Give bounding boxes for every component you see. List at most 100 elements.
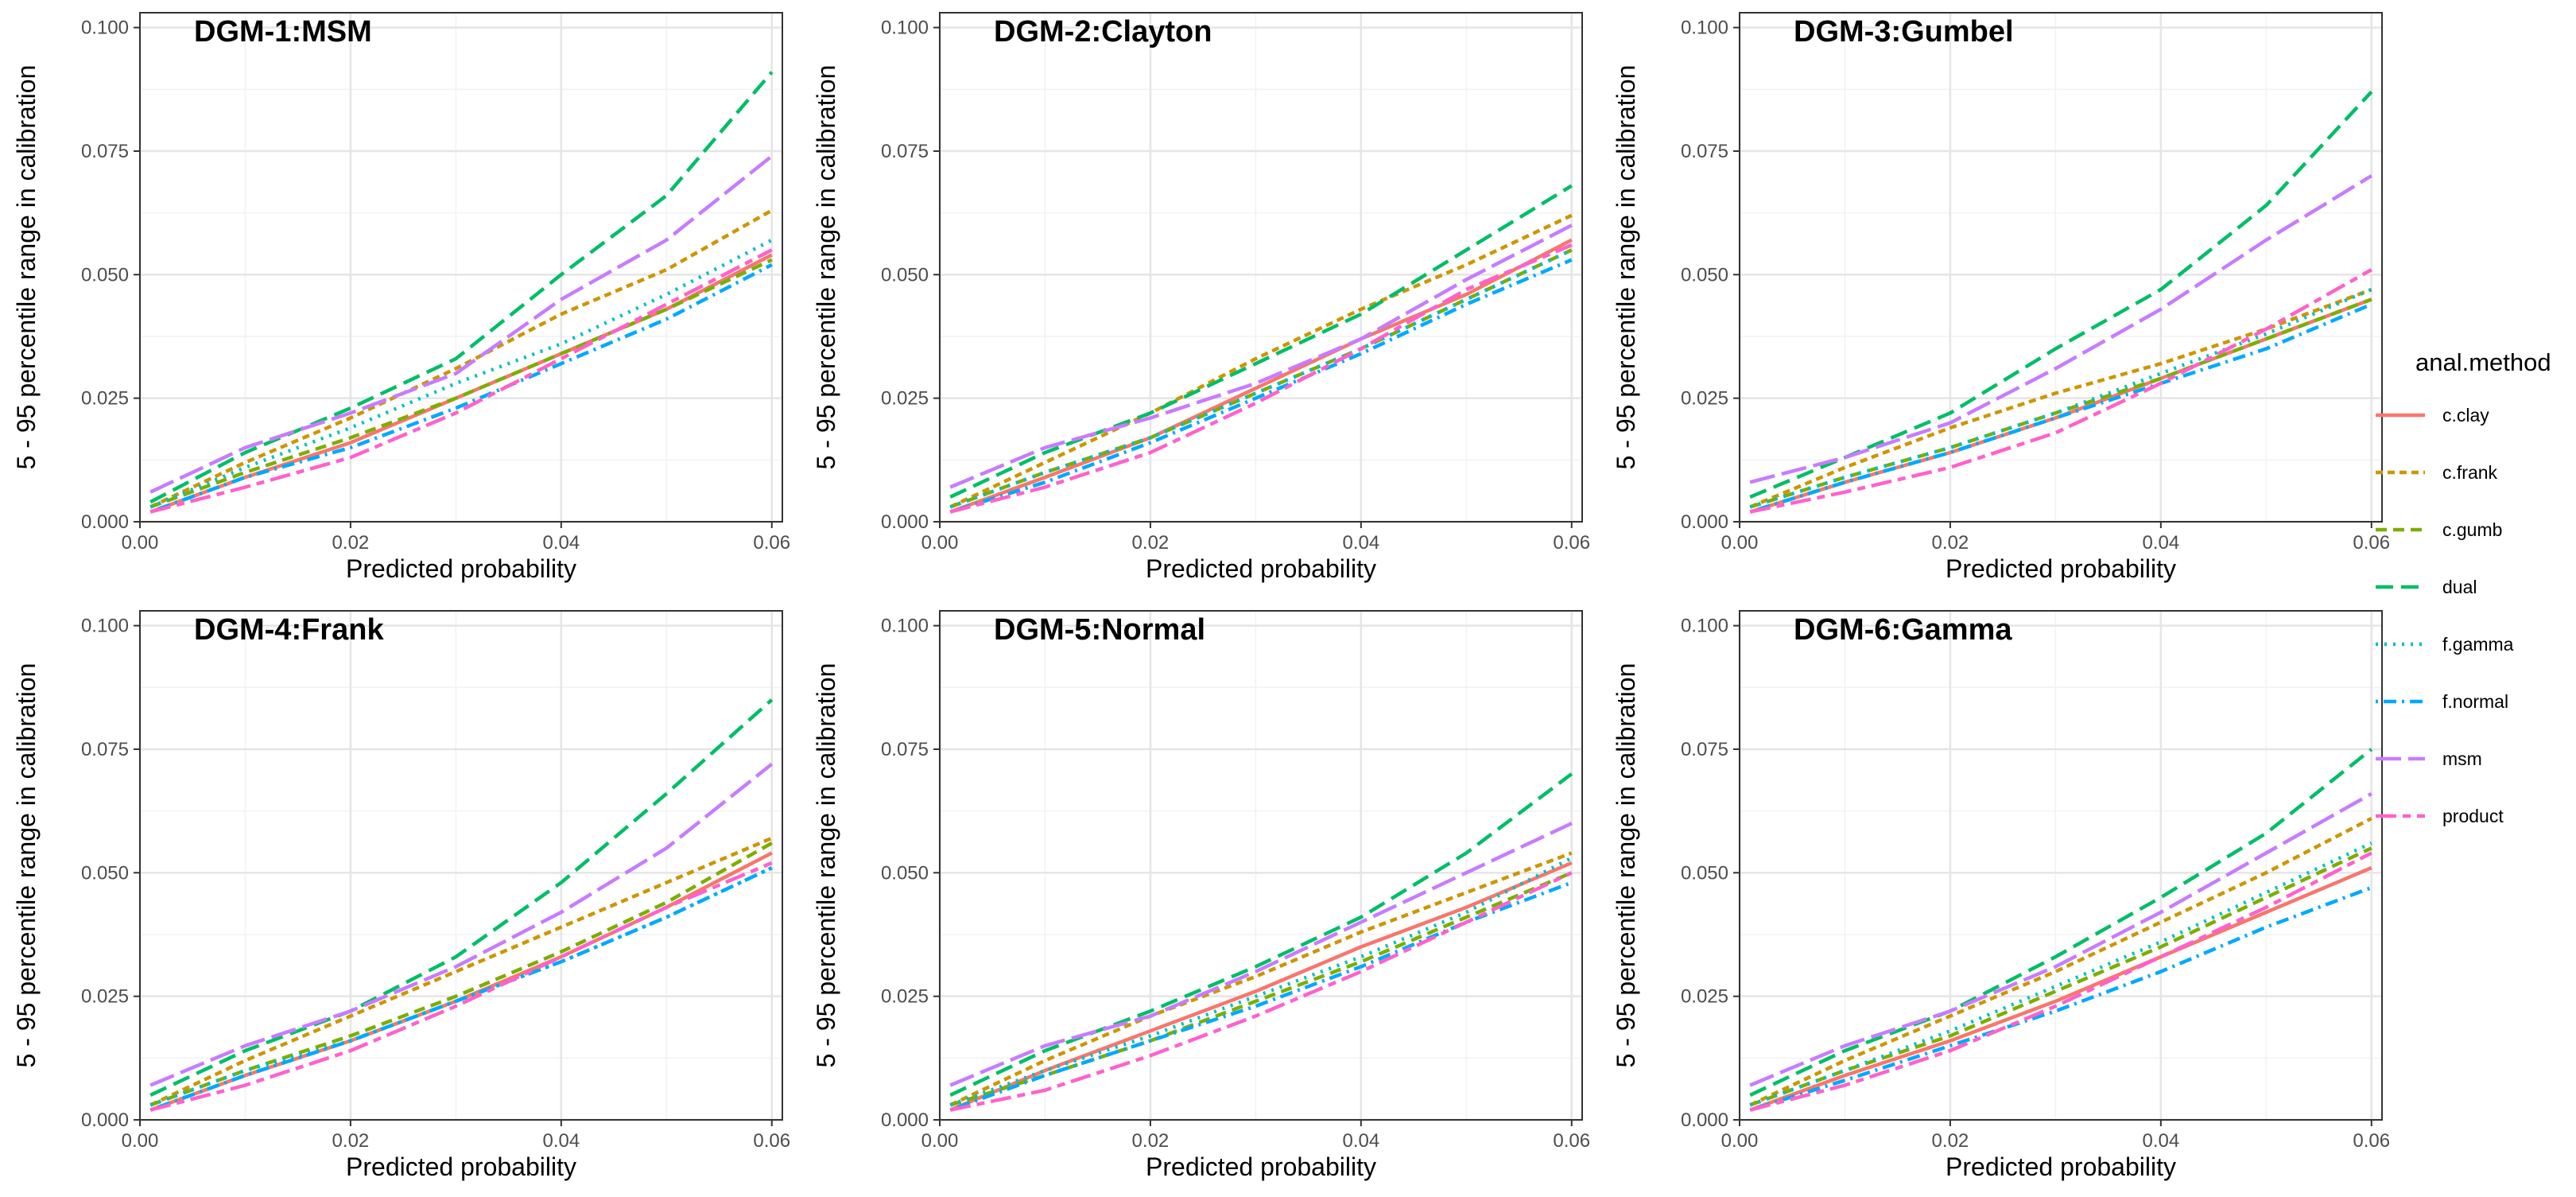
facet-panel: DGM-2:Clayton 0.000 0.025 0.050 0.075 0.100 0.… bbox=[812, 12, 1590, 583]
panel-background bbox=[140, 611, 782, 1120]
y-tick-label: 0.000 bbox=[881, 511, 929, 533]
x-tick-label: 0.00 bbox=[1721, 1130, 1759, 1152]
panel-border bbox=[139, 12, 783, 523]
facet-panel: DGM-1:MSM 0.000 0.025 0.050 0.075 0.100 0.00 0.… bbox=[12, 12, 790, 583]
y-axis-title: 5 - 95 percentile range in calibration bbox=[1612, 663, 1640, 1068]
x-tick-label: 0.02 bbox=[1932, 532, 1969, 554]
x-tick-label: 0.04 bbox=[2142, 1130, 2179, 1152]
series-line-product bbox=[949, 871, 1573, 1112]
series-line-c-gumb bbox=[149, 841, 773, 1107]
y-tick-label: 0.100 bbox=[881, 616, 929, 637]
panel-title: DGM-4:Frank bbox=[194, 613, 384, 647]
legend-item: product bbox=[2376, 806, 2504, 826]
facet-panel: DGM-5:Normal 0.000 0.025 0.050 0.075 0.100 0.0… bbox=[812, 610, 1590, 1181]
series-line-msm bbox=[149, 762, 774, 1087]
x-tick-label: 0.02 bbox=[1132, 1130, 1170, 1152]
series-line-msm bbox=[949, 822, 1573, 1087]
series-line-f-normal bbox=[149, 262, 773, 514]
x-tick-label: 0.06 bbox=[1553, 1130, 1590, 1152]
x-axis-title: Predicted probability bbox=[1946, 554, 2176, 583]
x-tick-label: 0.04 bbox=[542, 1130, 580, 1152]
x-tick-label: 0.02 bbox=[1932, 1130, 1969, 1152]
legend-label: msm bbox=[2442, 748, 2482, 769]
series-line-f-gamma bbox=[1749, 287, 2372, 509]
x-tick-label: 0.06 bbox=[2353, 532, 2390, 554]
y-tick-label: 0.100 bbox=[81, 616, 129, 637]
panel-title: DGM-2:Clayton bbox=[994, 15, 1212, 49]
x-axis-title: Predicted probability bbox=[1946, 1152, 2176, 1181]
y-tick-label: 0.025 bbox=[81, 388, 129, 410]
panel-border bbox=[139, 610, 783, 1121]
y-tick-label: 0.025 bbox=[1681, 986, 1728, 1008]
series-line-dual bbox=[1749, 748, 2373, 1097]
series-line-c-gumb bbox=[1749, 297, 2372, 509]
facet-panel: DGM-4:Frank 0.000 0.025 0.050 0.075 0.100 0.00… bbox=[12, 610, 790, 1181]
y-tick-label: 0.025 bbox=[881, 388, 929, 410]
y-tick-label: 0.075 bbox=[1681, 141, 1728, 162]
panel-background bbox=[940, 13, 1582, 522]
y-axis-title: 5 - 95 percentile range in calibration bbox=[812, 663, 840, 1068]
legend-item: f.normal bbox=[2376, 691, 2508, 712]
y-tick-label: 0.075 bbox=[81, 141, 129, 162]
x-tick-label: 0.00 bbox=[921, 1130, 959, 1152]
y-axis-title: 5 - 95 percentile range in calibration bbox=[1612, 65, 1640, 470]
legend: anal.method c.clay c.frank c.gumb dual f.gamm… bbox=[2376, 348, 2551, 826]
series-line-f-normal bbox=[1749, 302, 2372, 514]
legend-label: dual bbox=[2442, 577, 2477, 597]
panel-background bbox=[1740, 611, 2382, 1120]
y-tick-label: 0.025 bbox=[881, 986, 929, 1008]
panel-background bbox=[1740, 13, 2382, 522]
y-tick-label: 0.000 bbox=[81, 511, 129, 533]
legend-title: anal.method bbox=[2415, 348, 2551, 376]
y-tick-label: 0.050 bbox=[81, 862, 129, 884]
series-line-product bbox=[1749, 268, 2372, 514]
series-line-c-frank bbox=[1749, 287, 2372, 509]
x-axis-title: Predicted probability bbox=[346, 1152, 576, 1181]
x-tick-label: 0.00 bbox=[921, 532, 959, 554]
y-tick-label: 0.025 bbox=[1681, 388, 1728, 410]
series-line-f-normal bbox=[149, 866, 773, 1112]
y-tick-label: 0.000 bbox=[1681, 511, 1728, 533]
series-line-c-gumb bbox=[949, 871, 1573, 1107]
y-tick-label: 0.075 bbox=[881, 141, 929, 162]
y-tick-label: 0.050 bbox=[81, 264, 129, 286]
x-axis-title: Predicted probability bbox=[346, 554, 576, 583]
y-tick-label: 0.000 bbox=[881, 1110, 929, 1131]
series-line-c-clay bbox=[1749, 866, 2372, 1112]
legend-item: msm bbox=[2376, 748, 2482, 769]
series-line-c-frank bbox=[949, 213, 1573, 509]
series-line-f-gamma bbox=[949, 856, 1573, 1107]
panel-border bbox=[1739, 12, 2383, 523]
y-axis-title: 5 - 95 percentile range in calibration bbox=[812, 65, 840, 470]
panel-title: DGM-3:Gumbel bbox=[1794, 15, 2014, 49]
series-line-c-frank bbox=[1749, 817, 2372, 1107]
legend-item: f.gamma bbox=[2376, 634, 2514, 655]
legend-label: f.gamma bbox=[2442, 634, 2514, 655]
y-tick-label: 0.050 bbox=[1681, 862, 1728, 884]
x-axis-title: Predicted probability bbox=[1146, 1152, 1376, 1181]
series-line-msm bbox=[149, 154, 774, 494]
x-tick-label: 0.02 bbox=[1132, 532, 1170, 554]
series-line-c-clay bbox=[949, 861, 1573, 1112]
y-tick-label: 0.100 bbox=[1681, 17, 1728, 39]
y-tick-label: 0.050 bbox=[1681, 264, 1728, 286]
legend-label: c.frank bbox=[2442, 462, 2498, 483]
y-tick-label: 0.050 bbox=[881, 264, 929, 286]
series-line-c-frank bbox=[149, 208, 773, 509]
y-tick-label: 0.075 bbox=[881, 739, 929, 760]
legend-item: dual bbox=[2376, 577, 2477, 597]
x-tick-label: 0.04 bbox=[542, 532, 580, 554]
y-tick-label: 0.075 bbox=[81, 739, 129, 760]
y-tick-label: 0.050 bbox=[881, 862, 929, 884]
legend-item: c.clay bbox=[2376, 405, 2489, 426]
y-tick-label: 0.075 bbox=[1681, 739, 1728, 760]
y-axis-title: 5 - 95 percentile range in calibration bbox=[12, 65, 41, 470]
series-line-f-normal bbox=[1749, 885, 2372, 1112]
x-tick-label: 0.04 bbox=[2142, 532, 2179, 554]
x-tick-label: 0.06 bbox=[753, 1130, 790, 1152]
series-line-product bbox=[949, 243, 1573, 514]
series-line-f-normal bbox=[949, 258, 1573, 514]
panel-title: DGM-1:MSM bbox=[194, 15, 372, 49]
